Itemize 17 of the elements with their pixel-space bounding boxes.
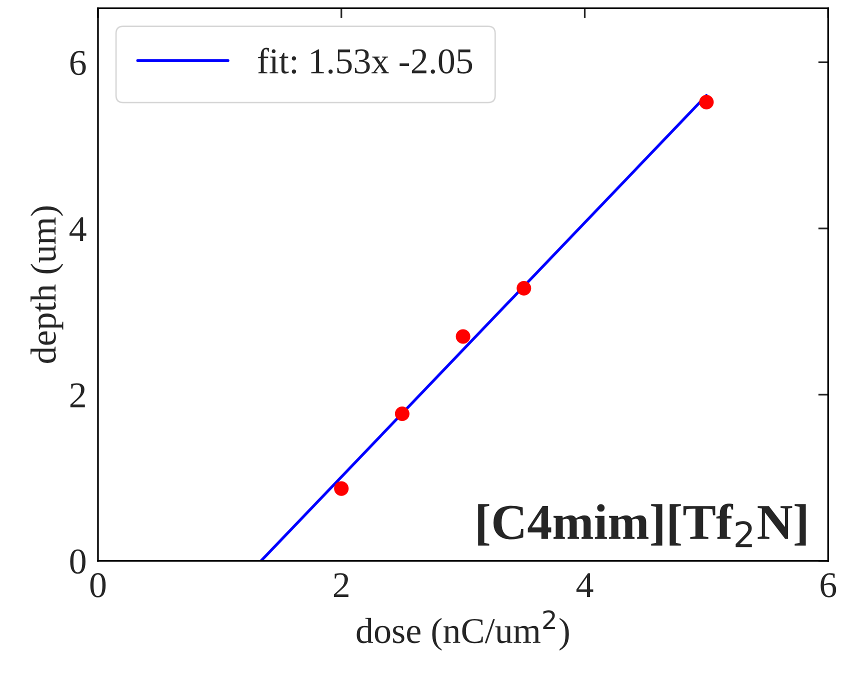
point <box>516 281 532 296</box>
y-tick-label: 6 <box>70 50 86 76</box>
x-axis-title: dose (nC/um$^{2}$) <box>356 610 569 651</box>
x-tick-label: 0 <box>90 573 106 598</box>
y-tick-label: 4 <box>70 217 86 241</box>
point <box>334 481 349 496</box>
x-tick-label: 2 <box>334 573 348 598</box>
point <box>394 406 410 422</box>
x-tick-label: 6 <box>820 573 836 598</box>
annotation: [C4mim][Tf$_{2}$N] <box>478 504 806 548</box>
point <box>699 94 714 110</box>
y-tick-label: 2 <box>70 383 85 408</box>
y-axis-title: depth (um) <box>30 206 64 363</box>
x-tick-label: 4 <box>576 573 594 598</box>
y-tick-label: 0 <box>70 549 86 574</box>
point <box>456 329 470 344</box>
legend-label: fit: 1.53x -2.05 <box>258 48 472 74</box>
